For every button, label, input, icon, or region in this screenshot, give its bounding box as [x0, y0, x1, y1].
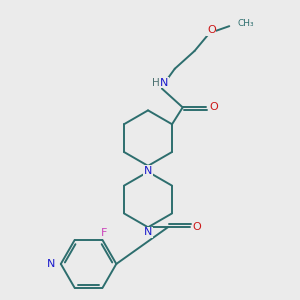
Text: CH₃: CH₃	[237, 19, 254, 28]
Text: H: H	[152, 78, 160, 88]
Text: O: O	[207, 25, 216, 35]
Text: F: F	[101, 228, 108, 238]
Text: N: N	[46, 259, 55, 269]
Text: N: N	[160, 78, 168, 88]
Text: O: O	[209, 102, 218, 112]
Text: O: O	[192, 222, 201, 232]
Text: N: N	[144, 227, 152, 237]
Text: N: N	[144, 166, 152, 176]
